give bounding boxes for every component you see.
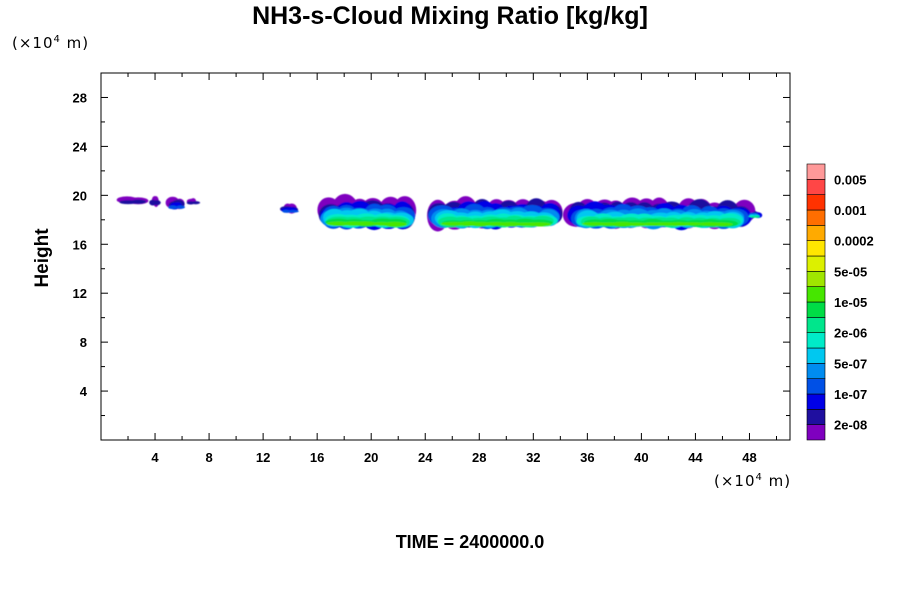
cloud-region	[280, 203, 299, 214]
y-tick-label: 12	[73, 286, 87, 301]
colorbar-label: 1e-07	[834, 387, 867, 402]
colorbar-label: 2e-08	[834, 418, 867, 433]
cloud-blob	[282, 209, 290, 213]
x-axis-ticks: 4 8 12 16 20 24 28 32 36 40 44 48	[127, 73, 777, 465]
colorbar-label: 5e-07	[834, 356, 867, 371]
colorbar-segment	[806, 424, 826, 441]
colorbar-segment	[806, 317, 826, 333]
cloud-region	[165, 196, 185, 210]
x-tick-label: 24	[418, 450, 433, 465]
cloud-blob	[191, 201, 201, 205]
cloud-blob	[168, 205, 178, 210]
cloud-blob	[753, 215, 760, 218]
x-tick-label: 20	[364, 450, 378, 465]
colorbar: 2e-08 1e-07 5e-07 2e-06 1e-05 5e-05 0.0002 0.00…	[806, 163, 874, 441]
x-tick-label: 40	[634, 450, 648, 465]
y-axis-unit: (×104 m)	[12, 34, 90, 52]
colorbar-segment	[806, 255, 826, 272]
colorbar-segment	[806, 163, 826, 180]
cloud-region	[317, 193, 417, 231]
x-axis-unit: (×104 m)	[714, 472, 792, 490]
y-tick-label: 20	[73, 188, 87, 203]
x-tick-label: 32	[526, 450, 540, 465]
colorbar-segment	[806, 393, 826, 410]
cloud-region	[116, 196, 149, 205]
colorbar-segment	[806, 240, 826, 257]
colorbar-segment	[806, 286, 826, 303]
cloud-blob	[524, 222, 552, 227]
y-tick-label: 24	[73, 139, 88, 154]
cloud-region	[748, 211, 763, 219]
x-tick-label: 8	[205, 450, 212, 465]
plot-frame	[100, 72, 791, 441]
x-tick-label: 44	[688, 450, 703, 465]
y-axis-ticks: 4 8 12 16 20 24 28	[73, 90, 790, 417]
cloud-blob	[353, 221, 377, 226]
colorbar-segment	[806, 332, 826, 349]
cloud-blob	[153, 200, 161, 206]
cloud-field	[116, 193, 763, 232]
y-tick-label: 16	[73, 237, 87, 252]
x-tick-label: 48	[742, 450, 756, 465]
cloud-blob	[709, 222, 733, 227]
y-tick-label: 4	[80, 384, 88, 399]
colorbar-segment	[806, 179, 826, 195]
colorbar-segment	[806, 409, 826, 425]
colorbar-label: 0.005	[834, 172, 867, 187]
colorbar-segment	[806, 194, 826, 211]
cloud-region	[149, 196, 161, 208]
chart-title: NH3-s-Cloud Mixing Ratio [kg/kg]	[252, 2, 648, 30]
colorbar-segment	[806, 363, 826, 379]
cloud-blob	[382, 221, 407, 227]
colorbar-segment	[806, 347, 826, 364]
x-tick-label: 4	[151, 450, 159, 465]
y-tick-label: 8	[80, 335, 87, 350]
colorbar-segment	[806, 209, 826, 226]
cloud-blob	[680, 222, 704, 226]
cloud-blob	[176, 205, 185, 209]
colorbar-segment	[806, 378, 826, 395]
colorbar-segment	[806, 225, 826, 241]
colorbar-label: 0.001	[834, 203, 867, 218]
colorbar-label: 5e-05	[834, 264, 867, 279]
colorbar-segment	[806, 301, 826, 318]
colorbar-label: 0.0002	[834, 234, 874, 249]
cloud-region	[562, 197, 756, 231]
y-tick-label: 28	[73, 90, 87, 105]
cloud-region	[427, 196, 563, 232]
colorbar-label: 2e-06	[834, 326, 867, 341]
time-label: TIME = 2400000.0	[395, 532, 545, 552]
x-tick-label: 12	[256, 450, 270, 465]
colorbar-label: 1e-05	[834, 295, 867, 310]
cloud-blob	[130, 199, 147, 204]
x-tick-label: 28	[472, 450, 486, 465]
colorbar-segment	[806, 271, 826, 287]
cloud-region	[186, 198, 201, 205]
x-tick-label: 16	[310, 450, 324, 465]
x-tick-label: 36	[580, 450, 594, 465]
cloud-blob	[287, 210, 299, 213]
